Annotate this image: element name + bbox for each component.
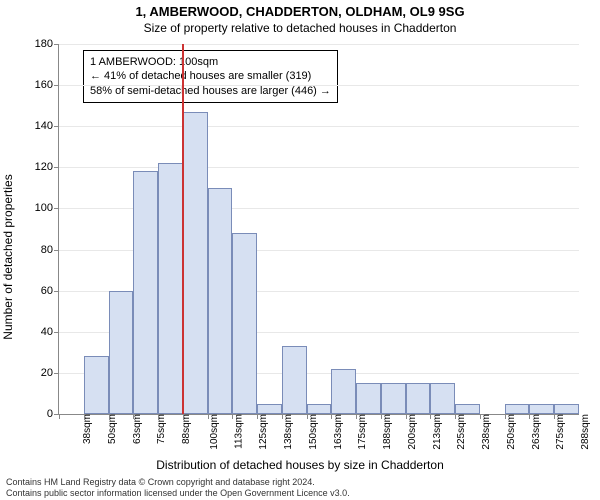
histogram-bar	[356, 383, 381, 414]
histogram-bar	[257, 404, 282, 414]
y-tick-label: 20	[41, 367, 59, 379]
x-tick-mark	[208, 414, 209, 419]
x-tick-mark	[406, 414, 407, 419]
x-tick-mark	[356, 414, 357, 419]
y-tick-label: 120	[35, 161, 59, 173]
x-tick-label: 100sqm	[209, 414, 220, 450]
y-tick-label: 60	[41, 285, 59, 297]
y-tick-label: 40	[41, 326, 59, 338]
x-tick-label: 238sqm	[481, 414, 492, 450]
x-tick-mark	[183, 414, 184, 419]
grid-line	[59, 126, 579, 127]
x-tick-label: 175sqm	[357, 414, 368, 450]
tooltip-line1: 1 AMBERWOOD: 100sqm	[90, 55, 331, 69]
x-tick-mark	[133, 414, 134, 419]
chart-area: 1 AMBERWOOD: 100sqm ← 41% of detached ho…	[58, 44, 579, 415]
histogram-bar	[455, 404, 480, 414]
histogram-bar	[183, 112, 208, 414]
x-tick-label: 163sqm	[332, 414, 343, 450]
histogram-bar	[84, 356, 109, 414]
x-tick-label: 188sqm	[382, 414, 393, 450]
x-tick-mark	[505, 414, 506, 419]
histogram-bar	[554, 404, 579, 414]
histogram-bar	[133, 171, 158, 414]
x-tick-mark	[282, 414, 283, 419]
footer: Contains HM Land Registry data © Crown c…	[6, 477, 350, 498]
x-tick-mark	[455, 414, 456, 419]
footer-line1: Contains HM Land Registry data © Crown c…	[6, 477, 350, 487]
histogram-bar	[109, 291, 134, 414]
x-tick-mark	[430, 414, 431, 419]
grid-line	[59, 85, 579, 86]
histogram-bar	[505, 404, 530, 414]
cursor-line	[182, 44, 184, 414]
x-tick-mark	[331, 414, 332, 419]
x-tick-mark	[257, 414, 258, 419]
histogram-bar	[406, 383, 431, 414]
x-tick-mark	[307, 414, 308, 419]
x-tick-label: 288sqm	[580, 414, 591, 450]
y-tick-label: 160	[35, 79, 59, 91]
page-title: 1, AMBERWOOD, CHADDERTON, OLDHAM, OL9 9S…	[0, 0, 600, 19]
y-tick-label: 180	[35, 38, 59, 50]
x-axis-label: Distribution of detached houses by size …	[0, 458, 600, 472]
histogram-bar	[158, 163, 183, 414]
x-tick-mark	[554, 414, 555, 419]
histogram-bar	[208, 188, 233, 414]
x-tick-mark	[158, 414, 159, 419]
histogram-bar	[430, 383, 455, 414]
footer-line2: Contains public sector information licen…	[6, 488, 350, 498]
histogram-bar	[282, 346, 307, 414]
x-tick-label: 150sqm	[308, 414, 319, 450]
y-tick-label: 100	[35, 202, 59, 214]
histogram-bar	[529, 404, 554, 414]
histogram-bar	[232, 233, 257, 414]
histogram-bar	[381, 383, 406, 414]
histogram-bar	[331, 369, 356, 414]
x-tick-label: 275sqm	[555, 414, 566, 450]
histogram-bar	[307, 404, 332, 414]
x-tick-mark	[59, 414, 60, 419]
x-tick-label: 200sqm	[407, 414, 418, 450]
y-tick-label: 140	[35, 120, 59, 132]
page-subtitle: Size of property relative to detached ho…	[0, 19, 600, 35]
x-tick-label: 213sqm	[431, 414, 442, 450]
x-tick-mark	[480, 414, 481, 419]
y-tick-label: 80	[41, 244, 59, 256]
x-tick-label: 263sqm	[530, 414, 541, 450]
x-tick-mark	[84, 414, 85, 419]
x-tick-label: 250sqm	[506, 414, 517, 450]
x-tick-label: 113sqm	[233, 414, 244, 449]
y-axis-label: Number of detached properties	[1, 174, 15, 339]
grid-line	[59, 44, 579, 45]
x-tick-mark	[109, 414, 110, 419]
x-tick-label: 125sqm	[258, 414, 269, 450]
x-tick-label: 138sqm	[283, 414, 294, 450]
tooltip-line2: ← 41% of detached houses are smaller (31…	[90, 69, 331, 83]
x-tick-mark	[232, 414, 233, 419]
y-tick-label: 0	[47, 408, 59, 420]
x-tick-label: 225sqm	[456, 414, 467, 450]
x-tick-mark	[381, 414, 382, 419]
x-tick-mark	[529, 414, 530, 419]
tooltip: 1 AMBERWOOD: 100sqm ← 41% of detached ho…	[83, 50, 338, 103]
chart-container: 1, AMBERWOOD, CHADDERTON, OLDHAM, OL9 9S…	[0, 0, 600, 500]
grid-line	[59, 167, 579, 168]
